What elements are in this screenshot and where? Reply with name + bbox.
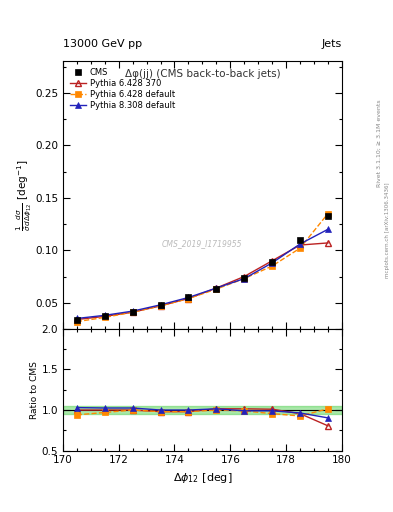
Text: Rivet 3.1.10; ≥ 3.1M events: Rivet 3.1.10; ≥ 3.1M events [377,99,382,187]
Text: 13000 GeV pp: 13000 GeV pp [63,38,142,49]
X-axis label: $\Delta\phi_{12}$ [deg]: $\Delta\phi_{12}$ [deg] [173,471,232,485]
Legend: CMS, Pythia 6.428 370, Pythia 6.428 default, Pythia 8.308 default: CMS, Pythia 6.428 370, Pythia 6.428 defa… [67,66,177,113]
Text: Δφ(jj) (CMS back-to-back jets): Δφ(jj) (CMS back-to-back jets) [125,70,280,79]
Text: mcplots.cern.ch [arXiv:1306.3436]: mcplots.cern.ch [arXiv:1306.3436] [385,183,389,278]
Y-axis label: Ratio to CMS: Ratio to CMS [29,361,39,419]
Text: Jets: Jets [321,38,342,49]
Text: CMS_2019_I1719955: CMS_2019_I1719955 [162,239,242,248]
Y-axis label: $\frac{1}{\bar{\sigma}}\frac{d\sigma}{d\Delta\phi_{12}}$ [deg$^{-1}$]: $\frac{1}{\bar{\sigma}}\frac{d\sigma}{d\… [14,159,33,231]
Bar [63,406,342,414]
